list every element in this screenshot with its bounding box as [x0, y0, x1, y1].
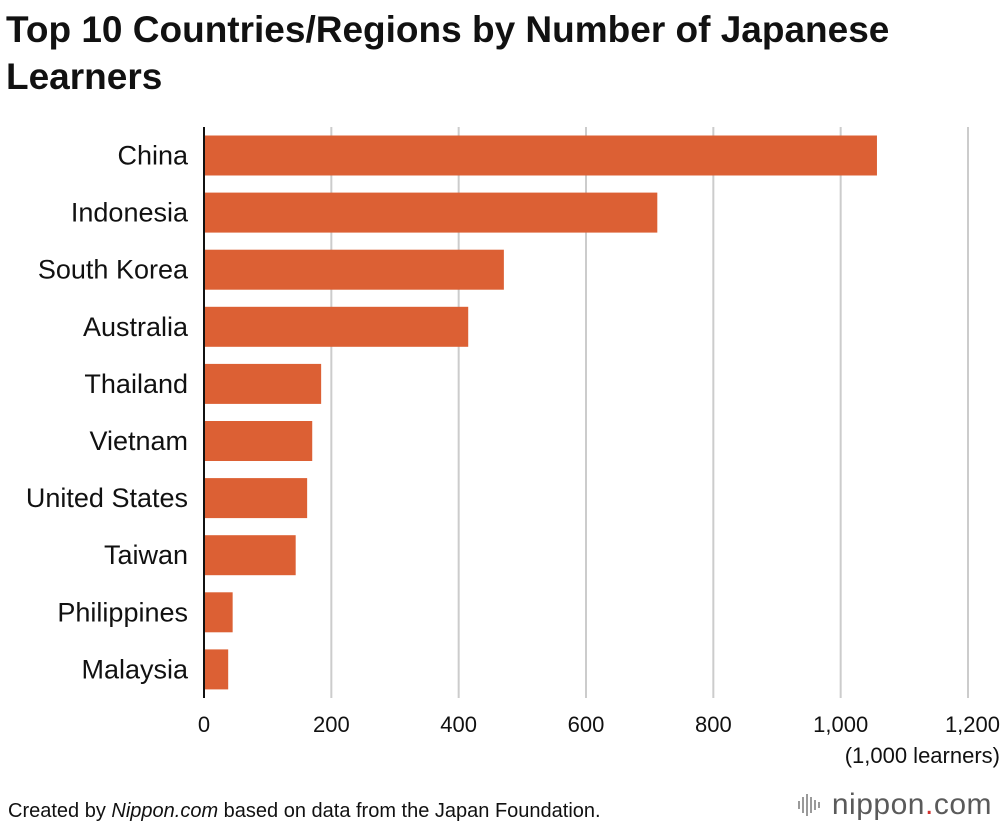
bar-chart: 0 200 400 600 800 1,000 1,200 China Indonesia Sou… — [26, 127, 1000, 768]
bar — [204, 363, 322, 404]
category-label: China — [117, 141, 189, 171]
category-label: South Korea — [38, 255, 189, 285]
x-tick-label: 1,000 — [813, 712, 868, 737]
nippon-logo: nippon. com — [797, 788, 992, 822]
bar — [204, 592, 233, 633]
bar — [204, 135, 877, 176]
category-label: Malaysia — [81, 654, 189, 684]
logo-dot: . — [924, 788, 934, 821]
category-label: Philippines — [57, 597, 188, 627]
x-axis-label: (1,000 learners) — [845, 743, 1000, 768]
bar — [204, 478, 308, 519]
category-label: Taiwan — [104, 540, 188, 570]
category-label: Indonesia — [71, 198, 189, 228]
x-tick-label: 0 — [198, 712, 210, 737]
bar — [204, 649, 229, 690]
x-tick-label: 200 — [313, 712, 350, 737]
bar — [204, 249, 504, 290]
bar — [204, 421, 313, 461]
x-tick-label: 800 — [695, 712, 732, 737]
category-label: Vietnam — [89, 426, 188, 456]
logo-tld: com — [933, 788, 992, 821]
x-tick-label: 600 — [568, 712, 605, 737]
chart-title: Top 10 Countries/Regions by Number of Ja… — [6, 9, 890, 97]
bar — [204, 306, 469, 347]
footer-source: Nippon.com — [111, 800, 219, 822]
footer-credit: Created by Nippon.com based on data from… — [8, 800, 601, 823]
x-tick-label: 1,200 — [945, 712, 1000, 737]
x-tick-label: 400 — [440, 712, 477, 737]
footer-suffix: based on data from the Japan Foundation. — [218, 800, 601, 822]
category-label: United States — [26, 483, 188, 513]
bar — [204, 535, 296, 576]
bar — [204, 192, 658, 233]
logo-mark-icon — [797, 794, 820, 816]
logo-text: nippon — [831, 788, 925, 821]
category-label: Australia — [83, 312, 189, 342]
footer-prefix: Created by — [8, 800, 112, 822]
category-label: Thailand — [84, 369, 188, 399]
